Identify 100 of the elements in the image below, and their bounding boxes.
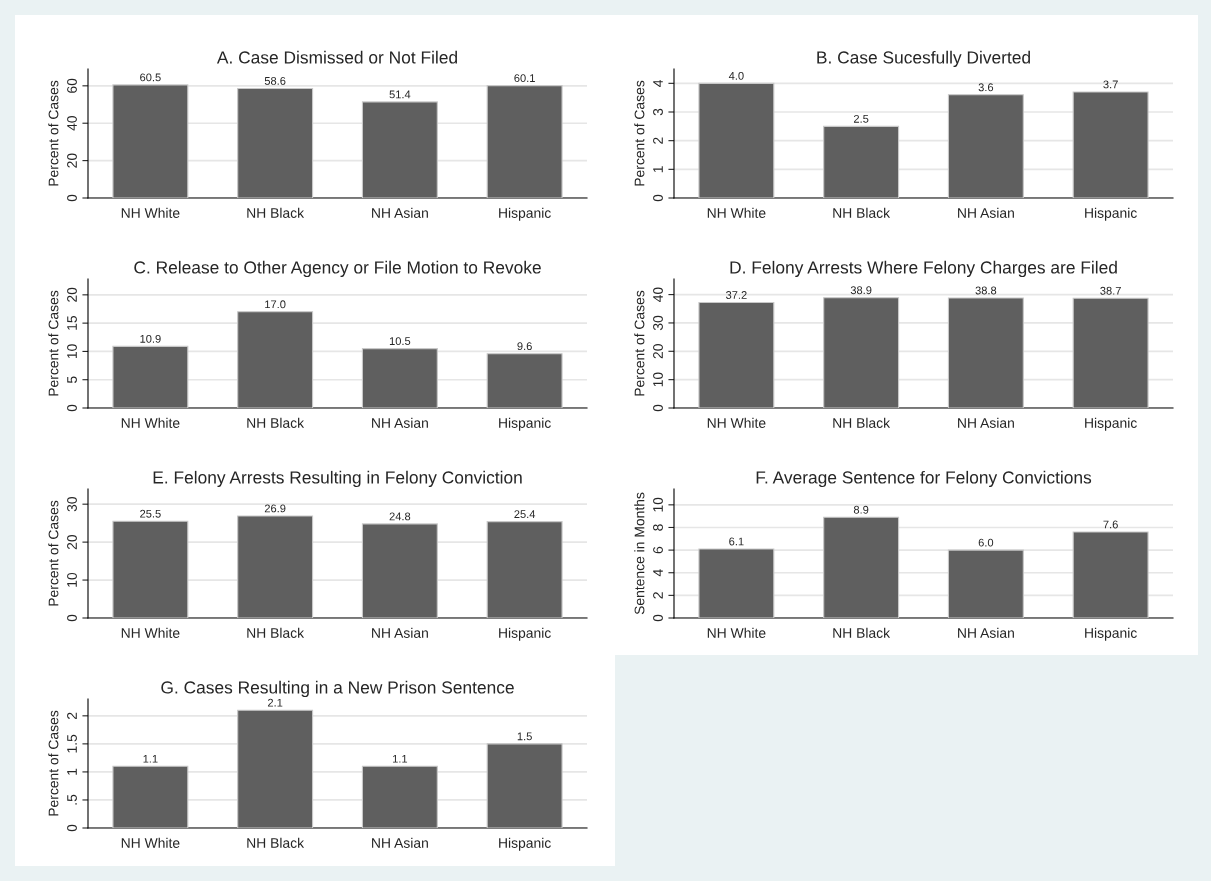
bar: [237, 311, 314, 408]
bar: [361, 348, 438, 408]
y-tick-label: 20: [67, 287, 77, 302]
x-tick-label: Hispanic: [499, 837, 551, 851]
x-tick-label: NH Black: [833, 417, 891, 428]
y-axis-title: Percent of Cases: [634, 80, 645, 186]
y-tick-label: 2: [67, 712, 77, 719]
y-tick-label: 5: [67, 376, 77, 384]
y-axis-title: Percent of Cases: [48, 500, 59, 606]
chart-title: F. Average Sentence for Felony Convictions: [756, 470, 1092, 488]
x-tick-label: NH Black: [247, 627, 305, 638]
x-tick-label: Hispanic: [1085, 207, 1137, 221]
bar: [1072, 91, 1149, 198]
data-label: 10.9: [140, 334, 161, 343]
y-tick-label: 30: [653, 315, 663, 331]
bar: [486, 521, 563, 618]
y-tick-label: 30: [67, 496, 77, 512]
y-tick-label: 0: [653, 194, 663, 202]
y-tick-label: 60: [67, 78, 77, 93]
y-tick-label: 0: [653, 614, 663, 622]
bar: [947, 549, 1024, 618]
data-label: 37.2: [725, 291, 747, 299]
x-tick-label: NH White: [707, 417, 766, 428]
y-tick-label: 0: [67, 194, 77, 202]
data-label: 38.8: [975, 286, 997, 295]
y-tick-label: 10: [653, 372, 663, 387]
data-label: 8.9: [853, 505, 869, 514]
y-tick-label: 1: [67, 768, 77, 775]
y-tick-label: 0: [67, 824, 77, 832]
data-label: 60.5: [140, 73, 161, 82]
y-tick-label: 10: [653, 497, 663, 512]
bar: [823, 516, 900, 618]
x-tick-label: NH White: [121, 417, 180, 428]
x-tick-label: NH Black: [247, 207, 305, 218]
data-label: 17.0: [265, 300, 286, 309]
bar: [486, 743, 563, 828]
y-tick-label: 0: [67, 614, 77, 622]
x-tick-label: NH Black: [247, 837, 305, 848]
data-label: 4.0: [728, 71, 744, 80]
data-label: 7.6: [1103, 520, 1118, 529]
y-tick-label: .5: [67, 794, 77, 805]
bar: [361, 523, 438, 618]
bar: [698, 548, 775, 618]
y-tick-label: 0: [653, 404, 663, 412]
data-label: 2.5: [853, 114, 869, 123]
chart-title: B. Case Sucesfully Diverted: [817, 50, 1030, 68]
x-tick-label: NH Asian: [372, 837, 428, 848]
bar: [237, 709, 314, 828]
x-tick-label: NH Asian: [372, 417, 428, 428]
x-tick-label: NH White: [121, 627, 180, 638]
x-tick-label: NH Asian: [372, 207, 428, 218]
data-label: 3.7: [1103, 80, 1118, 89]
bar: [698, 82, 775, 198]
y-tick-label: 2: [653, 137, 663, 144]
data-label: 25.4: [514, 510, 536, 519]
chart-title: D. Felony Arrests Where Felony Charges are Filed: [730, 260, 1117, 278]
y-tick-label: 20: [67, 534, 77, 550]
data-label: 60.1: [514, 74, 535, 83]
data-label: 1.5: [517, 732, 532, 741]
bar: [112, 520, 189, 618]
bar: [112, 765, 189, 828]
data-label: 38.7: [1100, 286, 1121, 295]
chart-title: C. Release to Other Agency or File Motion to Revoke: [134, 260, 541, 278]
x-tick-label: NH Black: [833, 207, 891, 218]
x-tick-label: NH White: [707, 207, 766, 218]
y-tick-label: 8: [653, 524, 663, 531]
bar: [823, 125, 900, 198]
data-label: 6.1: [729, 537, 744, 546]
x-tick-label: NH White: [121, 837, 180, 848]
y-tick-label: 15: [67, 315, 77, 330]
bar: [361, 765, 438, 828]
y-tick-label: 40: [653, 287, 663, 302]
y-tick-label: 6: [653, 546, 663, 554]
x-tick-label: Hispanic: [499, 627, 551, 641]
data-label: 51.4: [389, 90, 411, 99]
x-tick-label: Hispanic: [499, 417, 551, 431]
x-tick-label: NH Asian: [372, 627, 428, 638]
data-label: 2.1: [267, 698, 283, 707]
chart-title: G. Cases Resulting in a New Prison Sentence: [161, 680, 514, 698]
bar: [1072, 531, 1149, 618]
bar: [486, 353, 563, 408]
y-axis-title: Percent of Cases: [48, 710, 59, 816]
chart-title: E. Felony Arrests Resulting in Felony Conviction: [153, 470, 522, 488]
y-tick-label: 1.5: [67, 734, 77, 753]
data-label: 25.5: [140, 509, 161, 518]
y-tick-label: 0: [67, 404, 77, 412]
y-tick-label: 1: [653, 166, 663, 173]
data-label: 26.9: [264, 504, 286, 513]
data-label: 10.5: [389, 337, 411, 346]
x-tick-label: NH Asian: [958, 417, 1014, 428]
x-tick-label: NH Asian: [958, 207, 1014, 218]
bar: [112, 84, 189, 198]
data-label: 3.6: [978, 83, 994, 92]
y-tick-label: 40: [67, 116, 77, 131]
y-axis-title: Sentence in Months: [634, 492, 645, 615]
data-label: 24.8: [389, 512, 411, 521]
y-tick-label: 20: [653, 344, 663, 359]
x-tick-label: NH White: [121, 207, 180, 218]
y-axis-title: Percent of Cases: [48, 80, 59, 186]
x-tick-label: NH Black: [833, 627, 891, 638]
